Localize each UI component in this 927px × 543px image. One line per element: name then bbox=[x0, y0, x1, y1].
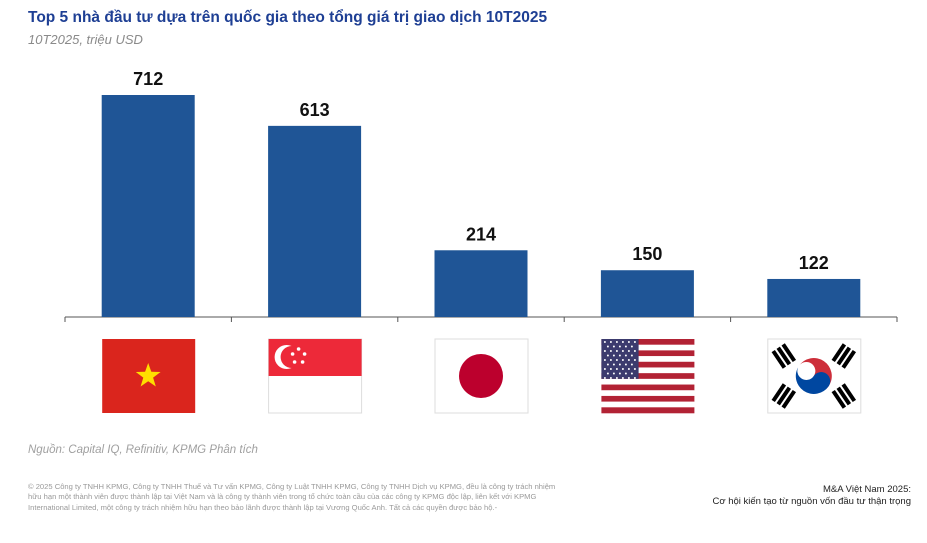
copyright-note: © 2025 Công ty TNHH KPMG, Công ty TNHH T… bbox=[28, 482, 556, 512]
japan-flag-icon bbox=[434, 338, 529, 414]
usa-flag-icon bbox=[601, 339, 695, 414]
source-note: Nguồn: Capital IQ, Refinitiv, KPMG Phân … bbox=[28, 444, 258, 456]
report-title-line2: Cơ hội kiến tạo từ nguồn vốn đầu tư thận… bbox=[712, 496, 911, 507]
bar bbox=[767, 278, 861, 317]
bar bbox=[101, 95, 195, 317]
vietnam-flag-icon bbox=[102, 339, 196, 413]
report-title-line1: M&A Việt Nam 2025: bbox=[822, 484, 911, 495]
data-label: 214 bbox=[466, 224, 496, 244]
report-title: M&A Việt Nam 2025: Cơ hội kiến tạo từ ng… bbox=[712, 484, 911, 508]
chart-title: Top 5 nhà đầu tư dựa trên quốc gia theo … bbox=[28, 9, 548, 26]
bar bbox=[434, 250, 528, 317]
data-label: 150 bbox=[632, 244, 662, 264]
singapore-flag-icon bbox=[268, 338, 363, 414]
south-korea-flag-icon bbox=[767, 338, 862, 414]
data-label: 122 bbox=[799, 253, 829, 273]
bar bbox=[268, 125, 362, 317]
chart-subtitle: 10T2025, triệu USD bbox=[28, 32, 143, 47]
bar bbox=[600, 270, 694, 317]
data-label: 613 bbox=[300, 100, 330, 120]
data-label: 712 bbox=[133, 69, 163, 89]
